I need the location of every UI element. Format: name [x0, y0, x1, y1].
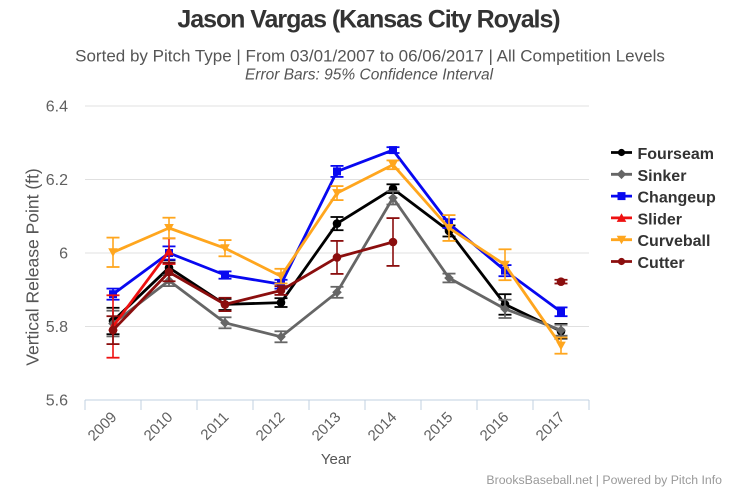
svg-text:Jason Vargas (Kansas City Roya: Jason Vargas (Kansas City Royals)	[177, 6, 560, 34]
svg-text:5.6: 5.6	[46, 393, 68, 410]
svg-text:Curveball: Curveball	[638, 233, 711, 250]
svg-text:6.2: 6.2	[46, 172, 68, 189]
svg-text:Slider: Slider	[638, 211, 682, 228]
svg-text:BrooksBaseball.net | Powered b: BrooksBaseball.net | Powered by Pitch In…	[486, 473, 722, 487]
svg-text:Changeup: Changeup	[638, 190, 716, 207]
svg-text:Year: Year	[321, 451, 351, 468]
svg-text:6: 6	[59, 246, 68, 263]
svg-text:Sinker: Sinker	[638, 168, 687, 185]
svg-text:Cutter: Cutter	[638, 255, 685, 272]
svg-text:Sorted by Pitch Type | From 03: Sorted by Pitch Type | From 03/01/2007 t…	[75, 47, 665, 66]
svg-text:6.4: 6.4	[46, 99, 68, 116]
svg-text:Error Bars: 95% Confidence Int: Error Bars: 95% Confidence Interval	[245, 67, 494, 84]
svg-text:5.8: 5.8	[46, 319, 68, 336]
svg-text:Fourseam: Fourseam	[638, 146, 714, 163]
svg-text:Vertical Release Point (ft): Vertical Release Point (ft)	[23, 168, 43, 365]
